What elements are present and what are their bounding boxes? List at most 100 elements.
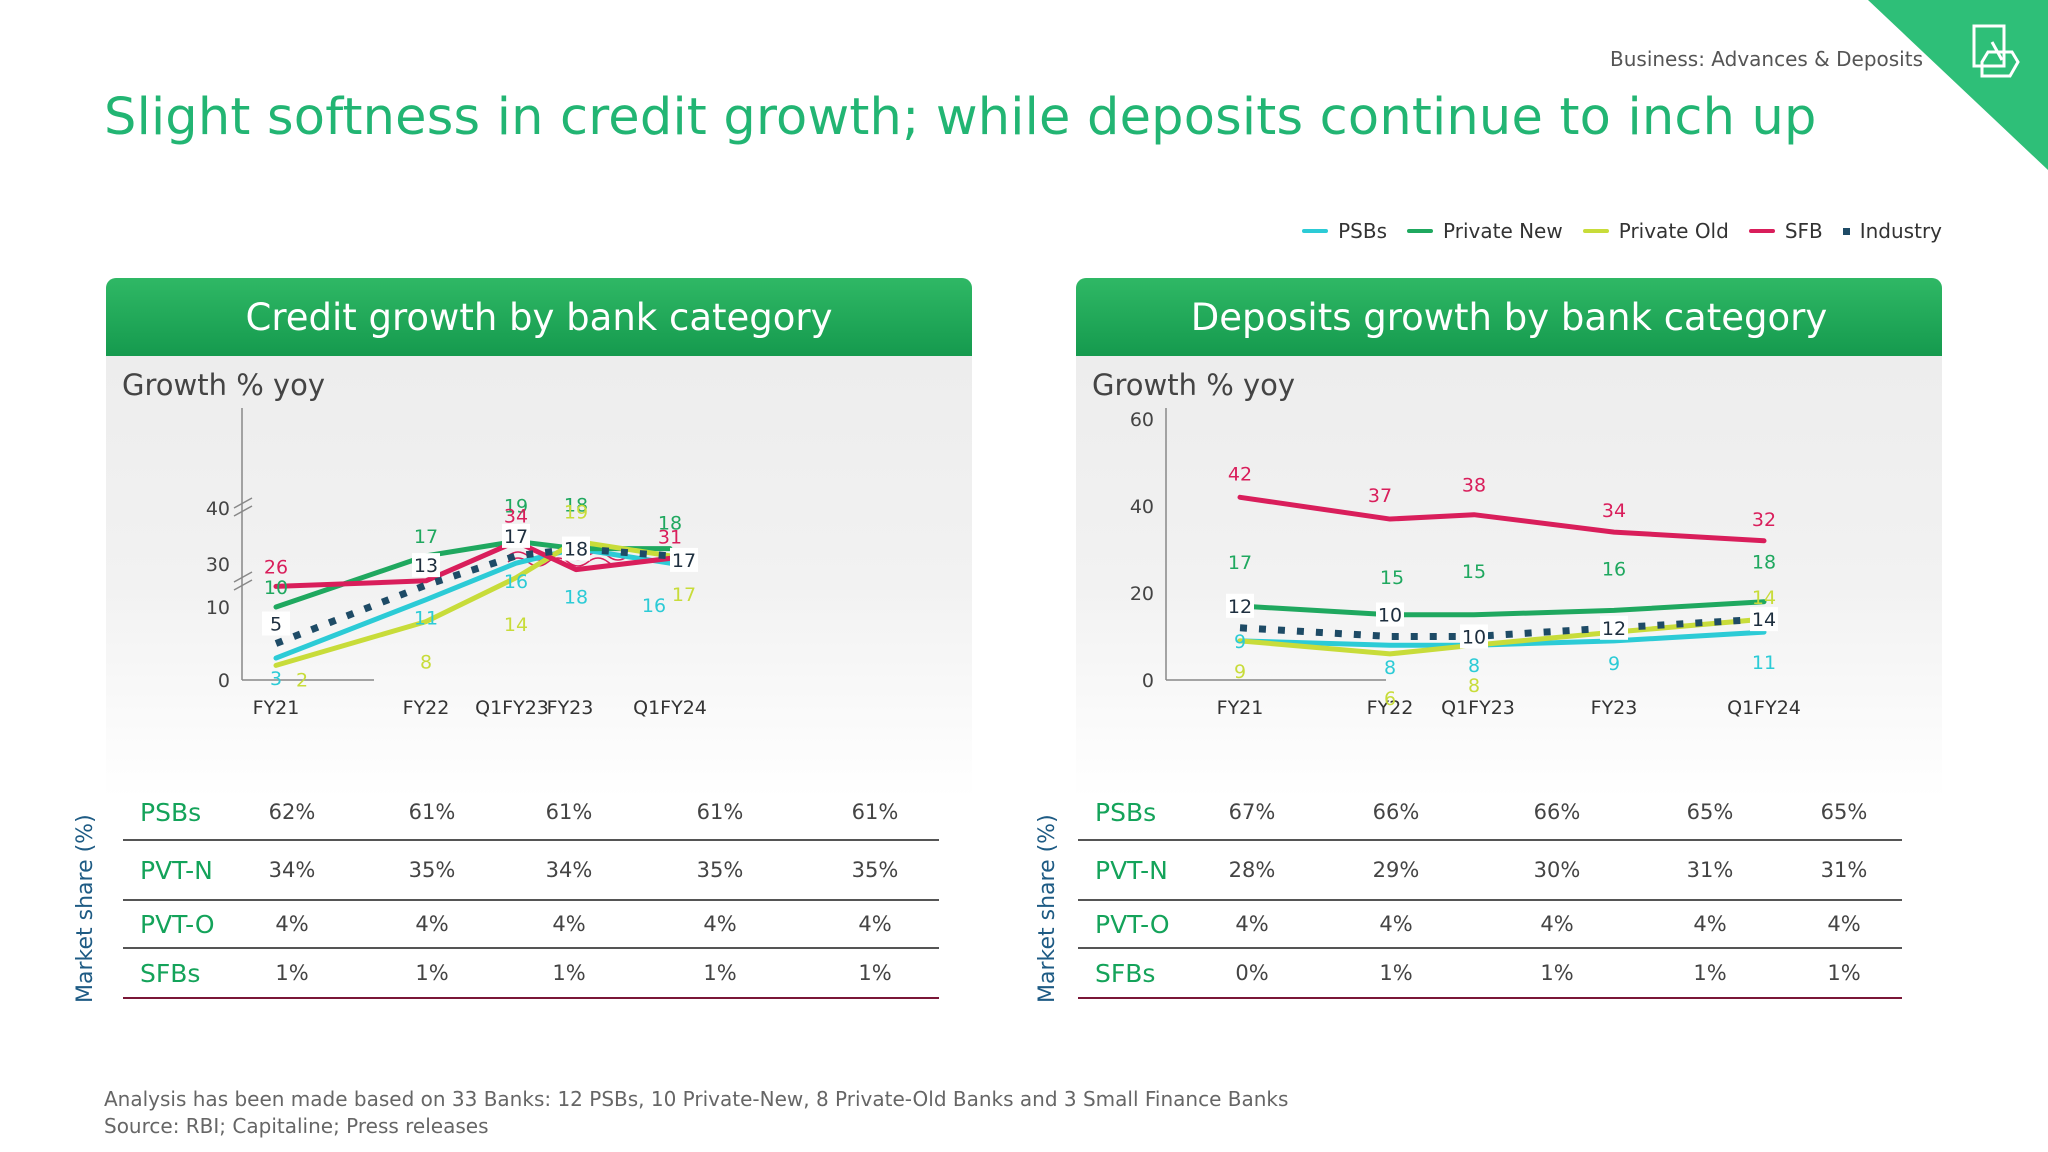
y-tick-label: 60 (1130, 409, 1154, 431)
y-tick-label: 30 (206, 554, 230, 576)
market-share-cell: 61% (545, 800, 593, 824)
market-share-row-pvt-o: PVT-O 4% 4% 4% 4% 4% (123, 901, 939, 949)
market-share-cell: 66% (1372, 800, 1420, 824)
x-tick-label: Q1FY24 (633, 697, 707, 719)
market-share-cell: 31% (1686, 858, 1734, 882)
series-line-sfb (1237, 494, 1767, 544)
legend-swatch (1302, 229, 1329, 233)
data-label-private-new: 15 (1380, 567, 1404, 589)
y-tick-label: 40 (206, 498, 230, 520)
footnote-source: Source: RBI; Capitaline; Press releases (104, 1114, 489, 1138)
market-share-cell: 61% (408, 800, 456, 824)
data-label-industry: 12 (1228, 596, 1252, 618)
data-label-industry: 10 (1378, 605, 1402, 627)
data-label-bg (1460, 624, 1488, 649)
market-share-cell: 4% (703, 912, 737, 936)
data-label-psbs: 18 (564, 587, 588, 609)
data-label-psbs: 8 (1468, 655, 1480, 677)
market-share-cell: 66% (1533, 800, 1581, 824)
legend-label: PSBs (1338, 219, 1388, 243)
data-label-bg (1376, 602, 1404, 627)
market-share-cell: 31% (1820, 858, 1868, 882)
market-share-row-label: SFBs (1095, 958, 1156, 988)
market-share-cell: 4% (1540, 912, 1574, 936)
x-tick-label: FY21 (1217, 697, 1264, 719)
market-share-cell: 1% (1827, 961, 1861, 985)
market-share-cell: 4% (1235, 912, 1269, 936)
x-tick-label: FY22 (1367, 697, 1414, 719)
data-label-psbs: 11 (1752, 652, 1776, 674)
legend-swatch (1407, 229, 1434, 233)
deposits-market-share-table: PSBs 67% 66% 66% 65% 65% PVT-N 28% 29% 30% 31% 31% P… (1078, 785, 1902, 999)
data-label-private-old: 8 (1468, 675, 1480, 697)
data-label-private-new: 18 (658, 513, 682, 535)
corner-accent (1868, 0, 2048, 170)
data-label-bg (1600, 615, 1628, 640)
data-label-industry: 17 (504, 526, 528, 548)
y-axis-label: Growth % yoy (122, 368, 326, 402)
data-label-bg (562, 536, 590, 561)
data-label-private-new: 16 (1602, 558, 1626, 580)
y-tick-label: 0 (1142, 670, 1154, 692)
market-share-cell: 34% (545, 858, 593, 882)
market-share-cell: 4% (275, 912, 309, 936)
data-label-sfb: 32 (1752, 509, 1776, 531)
legend-swatch (1582, 229, 1609, 233)
legend-item-sfb: SFB (1748, 219, 1823, 243)
data-label-sfb: 42 (1228, 463, 1252, 485)
market-share-cell: 35% (851, 858, 899, 882)
market-share-cell: 30% (1533, 858, 1581, 882)
legend-label: Industry (1859, 219, 1942, 243)
x-tick-label: Q1FY23 (1441, 697, 1515, 719)
data-label-private-new: 18 (564, 495, 588, 517)
chart-legend: PSBs Private New Private Old SFB Industr… (1302, 219, 1942, 243)
data-label-private-new: 17 (414, 526, 438, 548)
panel-title: Deposits growth by bank category (1076, 278, 1942, 356)
x-tick-label: FY21 (253, 697, 300, 719)
data-label-sfb: 34 (504, 506, 528, 528)
market-share-axis-label: Market share (%) (1035, 814, 1060, 1003)
data-label-private-new: 17 (1228, 552, 1252, 574)
y-axis-label: Growth % yoy (1092, 368, 1296, 402)
data-label-bg (1226, 593, 1254, 618)
data-label-bg (670, 547, 698, 572)
data-label-psbs: 16 (642, 595, 666, 617)
y-tick-label: 10 (206, 597, 230, 619)
data-label-private-new: 15 (1462, 561, 1486, 583)
market-share-cell: 1% (703, 961, 737, 985)
market-share-cell: 1% (1379, 961, 1413, 985)
axis-break-mark (233, 497, 253, 517)
x-tick-label: FY23 (547, 697, 594, 719)
section-label: Business: Advances & Deposits (1610, 47, 1923, 71)
legend-label: SFB (1784, 219, 1823, 243)
market-share-row-sfbs: SFBs 1% 1% 1% 1% 1% (123, 949, 939, 999)
market-share-cell: 65% (1686, 800, 1734, 824)
market-share-cell: 4% (1827, 912, 1861, 936)
market-share-cell: 62% (268, 800, 316, 824)
credit-market-share-table: PSBs 62% 61% 61% 61% 61% PVT-N 34% 35% 34% 35% 35% P… (123, 785, 939, 999)
data-label-industry: 13 (414, 555, 438, 577)
data-label-private-old: 14 (504, 614, 528, 636)
data-label-industry: 17 (672, 550, 696, 572)
data-label-sfb: 38 (1462, 475, 1486, 497)
axis-break-mark (233, 571, 253, 591)
data-label-psbs: 9 (1608, 653, 1620, 675)
market-share-cell: 61% (851, 800, 899, 824)
legend-label: Private Old (1618, 219, 1729, 243)
data-label-sfb: 26 (264, 556, 288, 578)
market-share-row-label: PSBs (140, 797, 202, 827)
series-line-private-old (273, 538, 673, 668)
market-share-row-pvt-n: PVT-N 34% 35% 34% 35% 35% (123, 841, 939, 901)
data-label-private-old: 8 (420, 652, 432, 674)
market-share-cell: 34% (268, 858, 316, 882)
y-tick-label: 0 (218, 670, 230, 692)
data-label-psbs: 9 (1234, 631, 1246, 653)
data-label-private-old: 17 (672, 584, 696, 606)
market-share-cell: 28% (1228, 858, 1276, 882)
market-share-cell: 65% (1820, 800, 1868, 824)
market-share-row-sfbs: SFBs 0% 1% 1% 1% 1% (1078, 949, 1902, 999)
market-share-cell: 4% (1379, 912, 1413, 936)
legend-swatch (1842, 227, 1850, 235)
legend-item-industry: Industry (1842, 219, 1942, 243)
data-label-private-new: 18 (1752, 552, 1776, 574)
